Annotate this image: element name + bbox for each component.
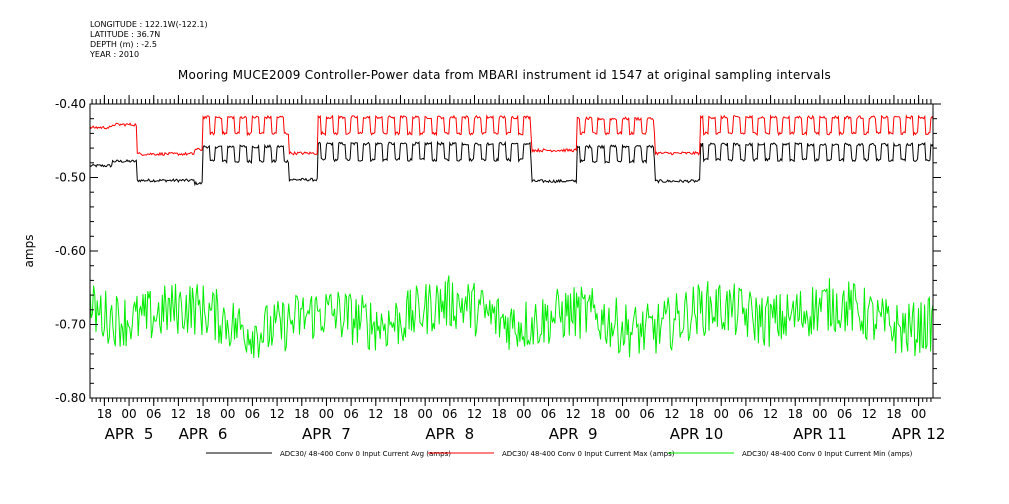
x-tick-label: 00 [319, 407, 334, 421]
x-tick-label: 00 [615, 407, 630, 421]
legend: ADC30/ 48-400 Conv 0 Input Current Avg (… [206, 450, 913, 458]
x-tick-label: 18 [393, 407, 408, 421]
x-tick-label: 00 [516, 407, 531, 421]
x-tick-label: 12 [269, 407, 284, 421]
depth-label: DEPTH (m) : -2.5 [90, 40, 157, 49]
x-tick-label: 06 [343, 407, 358, 421]
x-date-label: APR 12 [892, 425, 946, 443]
legend-label-3: ADC30/ 48-400 Conv 0 Input Current Min (… [742, 450, 913, 458]
series-line-2 [89, 113, 934, 157]
latitude-label: LATITUDE : 36.7N [90, 30, 161, 39]
y-axis-label: amps [22, 235, 36, 268]
x-tick-label: 06 [442, 407, 457, 421]
legend-label-2: ADC30/ 48-400 Conv 0 Input Current Max (… [502, 450, 675, 458]
x-tick-label: 06 [837, 407, 852, 421]
longitude-label: LONGITUDE : 122.1W(-122.1) [90, 20, 208, 29]
x-date-label: APR 7 [302, 425, 351, 443]
x-tick-label: 06 [541, 407, 556, 421]
x-date-label: APR 5 [105, 425, 154, 443]
x-tick-label: 12 [862, 407, 877, 421]
x-tick-label: 12 [763, 407, 778, 421]
axis-layer: 18 00 06 12 18 00 06 12 18 00 06 12 18 00 06 12 18 00 06 12… [55, 95, 945, 443]
x-tick-label: 12 [171, 407, 186, 421]
x-tick-label: 00 [220, 407, 235, 421]
series-layer [89, 113, 934, 358]
x-tick-label: 00 [812, 407, 827, 421]
x-tick-label: 18 [590, 407, 605, 421]
x-tick-label: 18 [492, 407, 507, 421]
x-tick-label: 06 [738, 407, 753, 421]
series-line-1 [89, 140, 934, 187]
x-tick-label: 12 [566, 407, 581, 421]
x-tick-label: 06 [640, 407, 655, 421]
x-date-label: APR 6 [179, 425, 228, 443]
y-tick-label: -0.60 [55, 244, 86, 258]
x-date-label: APR 9 [549, 425, 598, 443]
chart-title: Mooring MUCE2009 Controller-Power data f… [177, 68, 832, 82]
year-label: YEAR : 2010 [90, 50, 140, 59]
x-tick-label: 18 [886, 407, 901, 421]
y-tick-label: -0.70 [55, 318, 86, 332]
x-tick-label: 18 [294, 407, 309, 421]
x-tick-label: 18 [195, 407, 210, 421]
legend-label-1: ADC30/ 48-400 Conv 0 Input Current Avg (… [280, 450, 451, 458]
x-tick-label: 00 [714, 407, 729, 421]
mooring-metadata: LONGITUDE : 122.1W(-122.1) LATITUDE : 36… [90, 20, 208, 60]
x-tick-label: 18 [788, 407, 803, 421]
x-date-label: APR 11 [793, 425, 847, 443]
y-tick-label: -0.50 [55, 171, 86, 185]
series-line-3 [89, 275, 934, 358]
x-tick-label: 18 [97, 407, 112, 421]
x-tick-label: 00 [911, 407, 926, 421]
y-tick-label: -0.80 [55, 391, 86, 405]
x-tick-label: 06 [245, 407, 260, 421]
x-tick-label: 12 [664, 407, 679, 421]
x-date-label: APR 8 [425, 425, 474, 443]
x-tick-label: 12 [467, 407, 482, 421]
x-tick-label: 12 [368, 407, 383, 421]
x-tick-label: 06 [146, 407, 161, 421]
x-date-label: APR 10 [670, 425, 724, 443]
x-tick-label: 00 [121, 407, 136, 421]
y-tick-label: -0.40 [55, 97, 86, 111]
x-tick-label: 18 [689, 407, 704, 421]
x-tick-label: 00 [418, 407, 433, 421]
